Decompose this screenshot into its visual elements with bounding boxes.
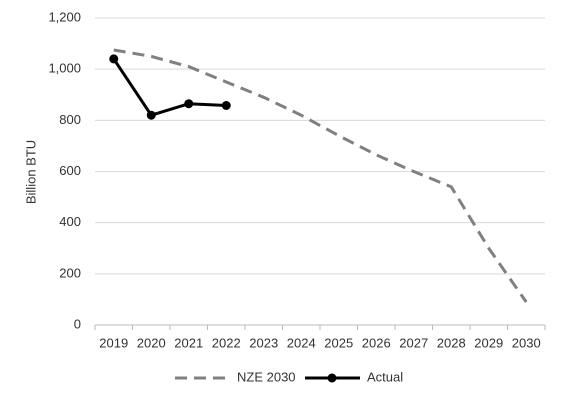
x-tick-label: 2023 xyxy=(249,335,278,350)
point xyxy=(109,54,119,64)
x-tick-label: 2030 xyxy=(512,335,541,350)
y-axis-label: Billion BTU xyxy=(23,140,38,204)
x-tick-label: 2020 xyxy=(137,335,166,350)
series-line xyxy=(113,48,528,303)
point xyxy=(221,100,231,110)
y-tick-label: 600 xyxy=(59,163,81,178)
y-tick-label: 0 xyxy=(74,316,81,331)
legend-marker xyxy=(327,373,337,383)
x-tick-label: 2029 xyxy=(474,335,503,350)
x-tick-label: 2025 xyxy=(324,335,353,350)
y-tick-label: 1,000 xyxy=(48,61,81,76)
y-tick-label: 800 xyxy=(59,112,81,127)
x-tick-label: 2021 xyxy=(174,335,203,350)
point xyxy=(184,99,194,109)
legend-label: NZE 2030 xyxy=(237,369,296,384)
point xyxy=(146,110,156,120)
x-tick-label: 2024 xyxy=(287,335,316,350)
series-line xyxy=(112,58,227,117)
y-tick-label: 400 xyxy=(59,214,81,229)
x-tick-label: 2022 xyxy=(212,335,241,350)
x-tick-label: 2026 xyxy=(362,335,391,350)
x-tick-label: 2027 xyxy=(399,335,428,350)
y-tick-label: 200 xyxy=(59,265,81,280)
x-tick-label: 2028 xyxy=(437,335,466,350)
x-tick-label: 2019 xyxy=(99,335,128,350)
legend-label: Actual xyxy=(367,369,403,384)
y-tick-label: 1,200 xyxy=(48,9,81,24)
